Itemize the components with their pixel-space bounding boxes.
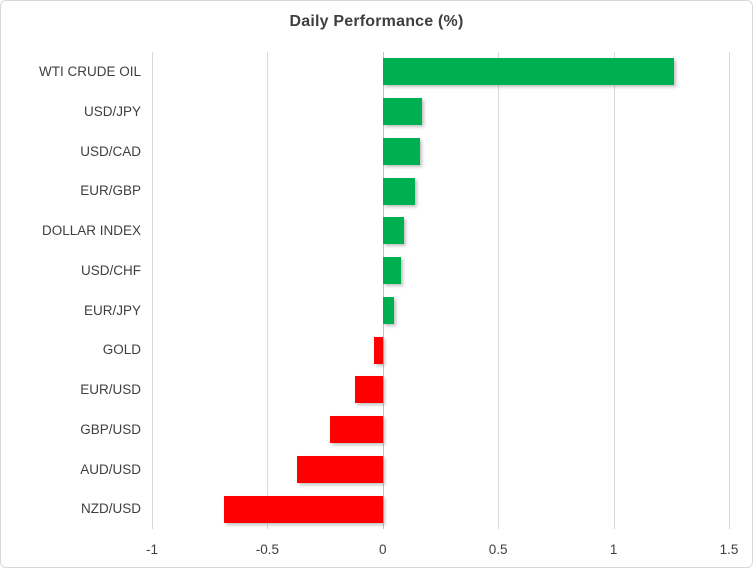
bar-eur-usd — [355, 376, 383, 404]
bar-nzd-usd — [223, 495, 383, 523]
category-label: EUR/USD — [80, 382, 141, 397]
bar-usd-jpy — [382, 98, 423, 126]
bar-eur-jpy — [382, 296, 395, 324]
x-tick-label: 1.5 — [719, 542, 739, 557]
gridline — [498, 52, 500, 529]
bar-wti-crude-oil — [382, 58, 674, 86]
bar-gold — [373, 336, 383, 364]
category-label: EUR/JPY — [83, 302, 141, 318]
bar-dollar-index — [382, 217, 404, 245]
category-label: AUD/USD — [80, 461, 141, 477]
bar-usd-chf — [382, 257, 402, 285]
category-label: EUR/GBP — [80, 183, 141, 199]
x-tick-label: 1 — [609, 542, 618, 557]
category-label: GOLD — [102, 342, 141, 358]
category-label: USD/CAD — [80, 143, 141, 159]
bar-gbp-usd — [329, 416, 383, 444]
category-label: USD/JPY — [83, 103, 141, 119]
gridline — [729, 52, 730, 529]
category-label: NZD/USD — [81, 501, 141, 517]
bar-eur-gbp — [382, 177, 416, 205]
chart-title: Daily Performance (%) — [289, 13, 464, 30]
gridline — [267, 52, 269, 529]
x-tick-label: -1 — [145, 542, 159, 557]
bar-usd-cad — [382, 137, 420, 165]
x-tick-label: 0 — [379, 542, 387, 557]
bar-aud-usd — [297, 455, 383, 483]
x-tick-label: -0.5 — [255, 542, 280, 557]
category-label: WTI CRUDE OIL — [38, 64, 141, 79]
zero-axis-line — [382, 52, 384, 529]
gridline — [613, 52, 615, 529]
category-label: DOLLAR INDEX — [41, 223, 141, 238]
gridline — [152, 52, 153, 529]
category-label: GBP/USD — [80, 421, 141, 437]
category-label: USD/CHF — [81, 262, 141, 278]
x-tick-label: 0.5 — [488, 542, 508, 557]
